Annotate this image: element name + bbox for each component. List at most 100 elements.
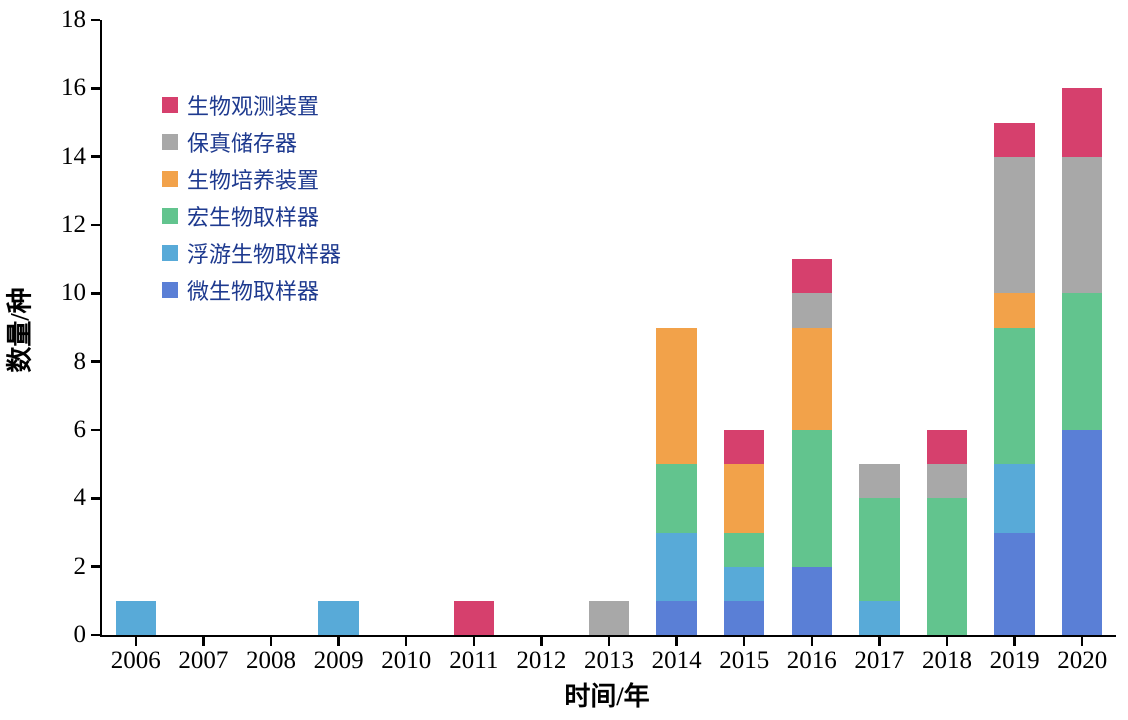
- x-tick-mark: [202, 637, 205, 646]
- legend-item: 生物观测装置: [162, 86, 341, 123]
- x-tick-label: 2007: [178, 647, 229, 674]
- y-tick-label: 8: [73, 347, 87, 375]
- legend-swatch-icon: [162, 96, 178, 113]
- x-tick-mark: [1080, 637, 1084, 646]
- x-tick-mark: [269, 637, 273, 646]
- x-tick-label: 2009: [313, 647, 364, 674]
- x-tick-label: 2006: [110, 647, 161, 674]
- y-tick-label: 4: [73, 484, 87, 512]
- y-tick-mark: [91, 633, 100, 637]
- bar-segment-2019-保真储存器: [994, 156, 1035, 294]
- y-tick-label: 12: [61, 211, 86, 238]
- x-tick-label: 2015: [719, 647, 770, 674]
- x-tick-label: 2019: [989, 647, 1040, 674]
- bar-segment-2017-浮游生物取样器: [859, 600, 900, 635]
- bar-segment-2015-浮游生物取样器: [723, 566, 765, 601]
- bar-segment-2014-浮游生物取样器: [656, 532, 697, 601]
- x-tick-mark: [337, 637, 340, 646]
- legend-swatch-icon: [162, 133, 178, 150]
- legend-item: 生物培养装置: [162, 160, 341, 197]
- bar-segment-2018-宏生物取样器: [926, 498, 968, 635]
- x-tick-mark: [810, 637, 814, 646]
- y-tick-label: 10: [61, 279, 86, 307]
- bar-segment-2017-保真储存器: [859, 464, 900, 499]
- bar-segment-2019-生物培养装置: [994, 293, 1035, 328]
- legend-swatch-icon: [162, 207, 178, 224]
- legend-item: 微生物取样器: [162, 271, 341, 308]
- bar-segment-2016-微生物取样器: [791, 566, 833, 635]
- bar-segment-2015-微生物取样器: [723, 600, 765, 635]
- y-tick-label: 14: [61, 142, 86, 170]
- bar-segment-2016-生物培养装置: [791, 327, 833, 430]
- x-tick-label: 2018: [922, 647, 972, 674]
- x-tick-label: 2010: [381, 647, 432, 674]
- x-axis-title: 时间/年: [564, 682, 650, 711]
- bar-segment-2013-保真储存器: [588, 600, 630, 635]
- x-tick-mark: [945, 637, 949, 646]
- legend-label: 生物培养装置: [187, 167, 320, 193]
- x-tick-mark: [1013, 637, 1016, 646]
- bar-segment-2019-浮游生物取样器: [994, 464, 1035, 533]
- bar-segment-2020-生物观测装置: [1061, 88, 1103, 157]
- bar-segment-2017-宏生物取样器: [859, 498, 900, 601]
- bar-segment-2015-宏生物取样器: [723, 532, 765, 567]
- y-tick-mark: [91, 292, 100, 295]
- legend-item: 宏生物取样器: [162, 197, 341, 234]
- bar-segment-2019-生物观测装置: [994, 122, 1035, 157]
- x-tick-label: 2020: [1057, 647, 1108, 674]
- bar-segment-2015-生物培养装置: [723, 464, 765, 533]
- y-tick-mark: [91, 155, 100, 158]
- bar-segment-2016-保真储存器: [791, 293, 833, 328]
- legend-label: 浮游生物取样器: [187, 241, 342, 267]
- bar-segment-2015-生物观测装置: [723, 430, 765, 465]
- x-tick-mark: [878, 637, 881, 646]
- x-tick-label: 2017: [854, 647, 905, 674]
- legend-swatch-icon: [162, 244, 178, 261]
- bar-segment-2020-保真储存器: [1061, 156, 1103, 294]
- legend: 生物观测装置 保真储存器生物培养装置 宏生物取样器 浮游生物取样器 微生物取样器: [162, 86, 341, 308]
- x-tick-mark: [404, 637, 408, 646]
- plot-area: 0 2 4 6 8 10 12 14 16 18 2006 2007 2008 2009 2010 2011 2…: [61, 6, 1116, 674]
- bar-segment-2020-微生物取样器: [1061, 430, 1103, 635]
- y-tick-mark: [91, 360, 100, 363]
- x-tick-mark: [607, 637, 611, 646]
- bar-segment-2019-宏生物取样器: [994, 327, 1035, 465]
- legend-item: 浮游生物取样器: [162, 234, 341, 271]
- y-axis-title: 数量/种: [5, 287, 35, 373]
- legend-swatch-icon: [162, 281, 178, 298]
- x-tick-mark: [675, 637, 678, 646]
- y-tick-mark: [91, 87, 100, 90]
- x-tick-label: 2008: [246, 647, 296, 674]
- bar-segment-2006-浮游生物取样器: [115, 600, 157, 635]
- x-tick-label: 2014: [651, 647, 702, 674]
- bar-segment-2014-宏生物取样器: [656, 464, 697, 533]
- y-tick-label: 18: [61, 6, 86, 33]
- y-tick-mark: [91, 565, 100, 568]
- bar-segment-2020-宏生物取样器: [1061, 293, 1103, 430]
- legend-item: 保真储存器: [162, 123, 341, 160]
- bar-segment-2011-生物观测装置: [453, 600, 495, 635]
- bar-segment-2018-保真储存器: [926, 464, 968, 499]
- bar-segment-2019-微生物取样器: [994, 532, 1035, 635]
- x-tick-label: 2011: [449, 647, 499, 674]
- y-tick-label: 2: [73, 552, 87, 580]
- bar-segment-2014-微生物取样器: [656, 600, 697, 635]
- x-tick-label: 2016: [786, 647, 837, 674]
- bar-segment-2009-浮游生物取样器: [318, 600, 359, 635]
- y-tick-label: 0: [73, 621, 87, 648]
- y-tick-label: 16: [61, 74, 86, 102]
- x-tick-label: 2012: [516, 647, 567, 674]
- x-tick-mark: [134, 637, 138, 646]
- legend-label: 保真储存器: [187, 130, 298, 156]
- y-tick-mark: [91, 223, 100, 227]
- legend-label: 生物观测装置: [187, 93, 320, 119]
- bar-segment-2016-生物观测装置: [791, 259, 833, 294]
- y-tick-label: 6: [73, 416, 87, 443]
- legend-label: 微生物取样器: [187, 278, 320, 304]
- legend-label: 宏生物取样器: [187, 204, 320, 230]
- x-tick-mark: [540, 637, 543, 646]
- y-tick-mark: [91, 428, 100, 432]
- bar-segment-2016-宏生物取样器: [791, 430, 833, 567]
- y-tick-mark: [91, 497, 100, 500]
